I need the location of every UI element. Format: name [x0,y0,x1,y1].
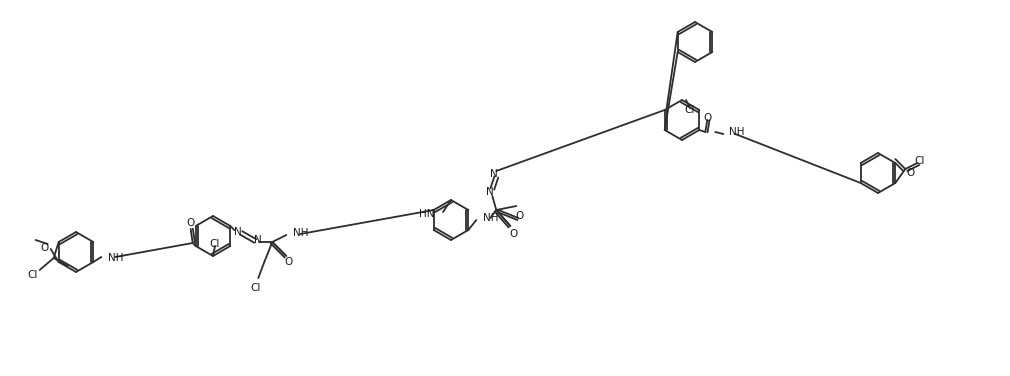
Text: O: O [703,113,711,123]
Text: Cl: Cl [914,156,924,166]
Text: HN: HN [419,209,435,219]
Text: O: O [906,168,914,178]
Text: N: N [234,227,242,237]
Text: O: O [515,211,523,221]
Text: O: O [509,229,517,239]
Text: NH: NH [293,228,309,238]
Text: Cl: Cl [685,105,695,115]
Text: NH: NH [729,127,744,137]
Text: Cl: Cl [250,283,261,293]
Text: O: O [284,257,293,267]
Text: NH: NH [108,253,124,263]
Text: N: N [491,169,498,179]
Text: O: O [187,218,195,228]
Text: Cl: Cl [210,239,220,249]
Text: N: N [255,235,263,245]
Text: O: O [40,243,48,253]
Text: Cl: Cl [27,270,37,280]
Text: NH: NH [484,213,499,223]
Text: N: N [487,187,494,197]
